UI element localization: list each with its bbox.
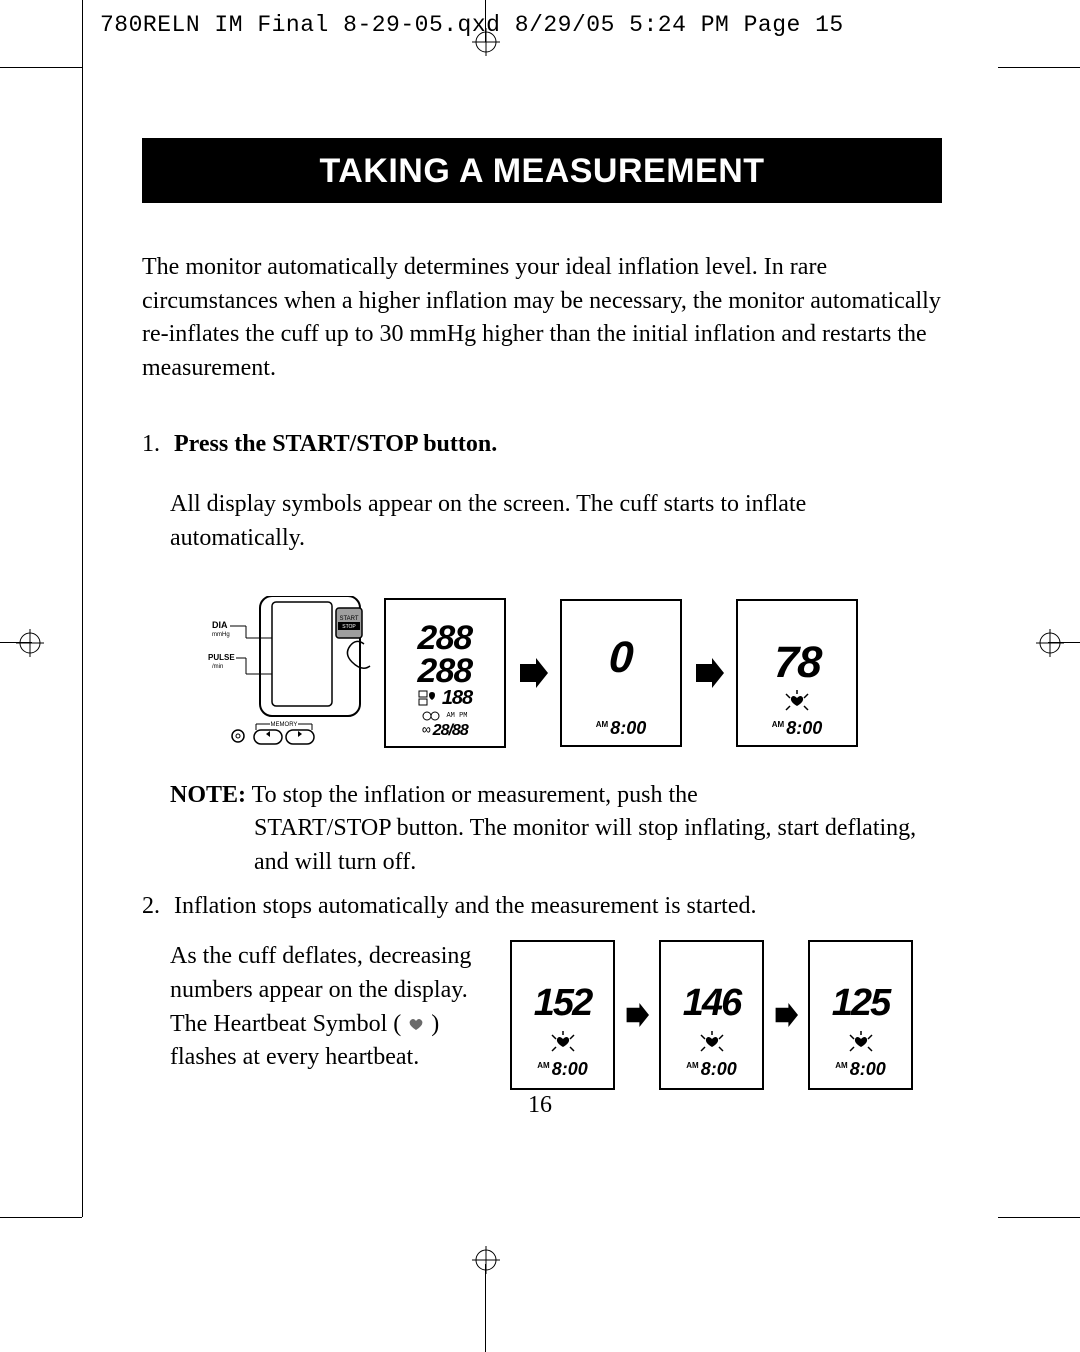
lcd-time: 8:00 <box>610 718 646 738</box>
lcd-time: 8:00 <box>701 1059 737 1079</box>
print-header: 780RELN IM Final 8-29-05.qxd 8/29/05 5:2… <box>100 12 844 38</box>
svg-text:PULSE: PULSE <box>208 653 235 662</box>
svg-text:STOP: STOP <box>342 624 356 630</box>
lcd-deflate-3: 125 AM8:00 <box>808 940 913 1090</box>
step-1: 1. Press the START/STOP button. All disp… <box>142 431 942 879</box>
lcd-ampm: AM <box>835 1061 847 1070</box>
note: NOTE: To stop the inflation or measureme… <box>170 779 942 880</box>
lcd-ampm: AM <box>596 720 608 729</box>
step-number: 2. <box>142 893 168 920</box>
step-line: Inflation stops automatically and the me… <box>174 893 757 919</box>
lcd-date: 28/88 <box>433 722 468 740</box>
lcd-value: 288 <box>417 622 472 654</box>
crop-mark <box>1048 642 1080 643</box>
arrow-right-icon <box>694 658 724 688</box>
note-text: START/STOP button. The monitor will stop… <box>254 812 942 879</box>
crop-mark <box>0 67 82 68</box>
lcd-value: 188 <box>442 687 472 710</box>
svg-text:DIA: DIA <box>212 620 228 630</box>
arrow-right-icon <box>625 1003 649 1027</box>
lcd-ampm: AM <box>686 1061 698 1070</box>
heartbeat-icon <box>548 1031 578 1053</box>
lcd-value: 0 <box>608 637 634 679</box>
device-illustration: START STOP DIA mmHg PULSE /min MEMORY <box>202 596 372 751</box>
note-text: To stop the inflation or measurement, pu… <box>252 782 698 808</box>
heartbeat-icon <box>846 1031 876 1053</box>
step-title: Press the START/STOP button. <box>174 431 497 457</box>
lcd-inflating: 78 AM8:00 <box>736 599 858 747</box>
section-title: TAKING A MEASUREMENT <box>142 138 942 203</box>
crop-mark <box>0 1217 82 1218</box>
heartbeat-icon <box>782 690 812 712</box>
lcd-deflate-2: 146 AM8:00 <box>659 940 764 1090</box>
heartbeat-icon <box>407 1011 431 1037</box>
step-2: 2. Inflation stops automatically and the… <box>142 893 942 1090</box>
lcd-value: 78 <box>772 642 821 684</box>
page-number: 16 <box>0 1092 1080 1119</box>
lcd-time: 8:00 <box>786 718 822 738</box>
lcd-value: 152 <box>534 982 591 1025</box>
lcd-value: 288 <box>417 655 472 687</box>
arrow-right-icon <box>774 1003 798 1027</box>
heartbeat-icon <box>697 1031 727 1053</box>
crop-mark <box>485 1264 486 1352</box>
lcd-ampm: AM <box>772 720 784 729</box>
figure-row-2: 152 AM8:00 146 AM8:00 125 AM8:00 <box>510 940 913 1090</box>
lcd-time: 8:00 <box>850 1059 886 1079</box>
svg-text:/min: /min <box>212 664 223 670</box>
svg-text:START: START <box>339 616 358 622</box>
step-number: 1. <box>142 431 168 458</box>
svg-text:mmHg: mmHg <box>212 632 230 638</box>
lcd-ampm: AM <box>537 1061 549 1070</box>
lcd-icons <box>418 690 440 708</box>
registration-mark-icon <box>472 1246 500 1274</box>
step-body: All display symbols appear on the screen… <box>170 488 942 555</box>
note-label: NOTE: <box>170 782 246 808</box>
lcd-value: 125 <box>832 982 889 1025</box>
crop-mark <box>998 67 1080 68</box>
figure-row-1: START STOP DIA mmHg PULSE /min MEMORY <box>202 596 942 751</box>
registration-mark-icon <box>1036 629 1064 657</box>
lcd-value: 146 <box>683 982 740 1025</box>
step-body: As the cuff deflates, decreasing numbers… <box>170 940 510 1090</box>
crop-mark <box>82 0 83 1217</box>
crop-mark <box>0 642 32 643</box>
lcd-deflate-1: 152 AM8:00 <box>510 940 615 1090</box>
intro-paragraph: The monitor automatically determines you… <box>142 251 942 385</box>
lcd-time: 8:00 <box>552 1059 588 1079</box>
lcd-zero: 0 AM8:00 <box>560 599 682 747</box>
arrow-right-icon <box>518 658 548 688</box>
lcd-icons <box>422 710 444 722</box>
registration-mark-icon <box>16 629 44 657</box>
lcd-ampm-label: AM PM <box>446 712 467 720</box>
svg-text:MEMORY: MEMORY <box>271 722 298 728</box>
lcd-all-symbols: 288 288 188 AM PM ∞ 28/88 <box>384 598 506 748</box>
crop-mark <box>998 1217 1080 1218</box>
